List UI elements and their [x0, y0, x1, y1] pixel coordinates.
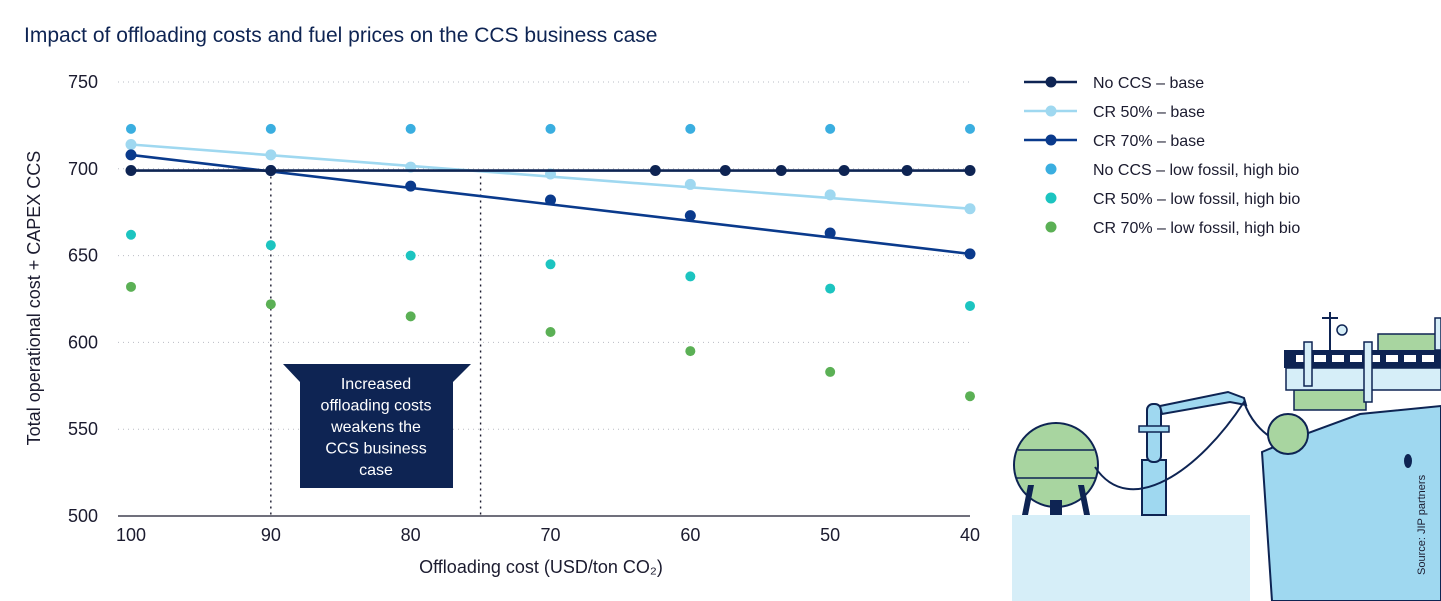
data-point	[684, 210, 696, 222]
data-point	[964, 203, 976, 215]
grid	[118, 81, 970, 430]
legend-item: No CCS – base	[1024, 75, 1204, 92]
y-tick-label: 650	[68, 246, 98, 266]
series	[125, 123, 976, 402]
data-point	[265, 149, 277, 161]
legend-label: CR 70% – base	[1093, 133, 1205, 150]
data-point	[685, 271, 696, 282]
legend-marker	[1045, 192, 1057, 204]
data-point	[964, 165, 976, 177]
x-tick-label: 60	[680, 525, 700, 545]
data-point	[825, 123, 836, 134]
legend-marker	[1045, 134, 1057, 146]
data-point	[405, 180, 417, 192]
data-point	[125, 165, 137, 177]
x-tick-label: 70	[540, 525, 560, 545]
data-point	[649, 165, 661, 177]
ship-bridge-windows	[1284, 350, 1441, 368]
legend-item: CR 50% – low fossil, high bio	[1045, 191, 1300, 208]
data-point	[265, 123, 276, 134]
legend-marker	[1045, 105, 1057, 117]
x-tick-label: 40	[960, 525, 980, 545]
series-6	[126, 281, 975, 402]
legend-item: CR 70% – base	[1024, 133, 1205, 150]
source-note: Source: JIP partners	[1416, 474, 1428, 575]
data-point	[126, 281, 136, 292]
data-point	[901, 165, 913, 177]
data-point	[964, 248, 976, 260]
data-point	[965, 123, 975, 134]
callout-text: Increased offloading costs weakens the CCS …	[321, 376, 432, 479]
hose	[1094, 399, 1273, 491]
data-point	[265, 240, 276, 251]
callout-line: case	[359, 462, 393, 479]
legend: No CCS – base CR 50% – base CR 70% – base N…	[1024, 75, 1300, 237]
data-point	[685, 346, 696, 357]
data-point	[265, 165, 277, 177]
legend-label: No CCS – low fossil, high bio	[1093, 162, 1299, 179]
x-tick-label: 100	[116, 525, 146, 545]
callout-line: Increased	[341, 376, 411, 393]
callout-line: offloading costs	[321, 398, 432, 415]
data-point	[405, 123, 416, 134]
data-point	[965, 300, 975, 311]
data-point	[126, 123, 136, 134]
data-point	[775, 165, 787, 177]
legend-label: CR 50% – base	[1093, 104, 1205, 121]
data-point	[126, 229, 136, 240]
chart-title: Impact of offloading costs and fuel pric…	[24, 24, 657, 47]
callout-annotation: Increased offloading costs weakens the CCS …	[283, 364, 471, 488]
x-axis-ticks: 100 90 80 70 60 50 40	[116, 525, 980, 545]
data-point	[719, 165, 731, 177]
legend-item: CR 70% – low fossil, high bio	[1045, 220, 1300, 237]
legend-marker	[1045, 76, 1057, 88]
legend-item: No CCS – low fossil, high bio	[1045, 162, 1299, 179]
x-tick-label: 50	[820, 525, 840, 545]
y-tick-label: 700	[68, 159, 98, 179]
legend-label: No CCS – base	[1093, 75, 1204, 92]
data-point	[545, 194, 556, 206]
data-point	[965, 391, 975, 402]
data-point	[125, 149, 137, 161]
legend-marker	[1045, 163, 1057, 175]
data-point	[825, 366, 836, 377]
y-tick-label: 600	[68, 332, 98, 352]
y-tick-label: 550	[68, 419, 98, 439]
ship-illustration	[1012, 312, 1441, 601]
callout-line: weakens the	[330, 419, 421, 436]
callout-box	[283, 364, 471, 488]
y-tick-label: 750	[68, 72, 98, 92]
y-axis-ticks: 500 550 600 650 700 750	[68, 72, 98, 526]
data-point	[825, 283, 836, 294]
data-point	[684, 178, 696, 190]
y-axis-label: Total operational cost + CAPEX CCS	[24, 151, 44, 446]
data-point	[405, 250, 416, 261]
legend-label: CR 70% – low fossil, high bio	[1093, 220, 1300, 237]
x-axis-label: Offloading cost (USD/ton CO₂)	[419, 557, 663, 577]
callout-line: CCS business	[325, 441, 426, 458]
legend-label: CR 50% – low fossil, high bio	[1093, 191, 1300, 208]
series-1	[125, 165, 976, 177]
legend-item: CR 50% – base	[1024, 104, 1205, 121]
data-point	[545, 326, 556, 337]
data-point	[824, 227, 836, 239]
data-point	[545, 123, 556, 134]
loading-arm	[1158, 390, 1248, 416]
data-point	[685, 123, 696, 134]
y-tick-label: 500	[68, 506, 98, 526]
data-point	[125, 138, 137, 150]
x-tick-label: 80	[401, 525, 421, 545]
series-3	[125, 149, 976, 260]
data-point	[824, 189, 836, 201]
series-5	[126, 229, 975, 311]
quay-block	[1012, 515, 1250, 601]
series-4	[126, 123, 975, 134]
legend-marker	[1045, 221, 1057, 233]
data-point	[405, 311, 416, 322]
x-tick-label: 90	[261, 525, 281, 545]
data-point	[838, 165, 850, 177]
data-point	[545, 259, 556, 270]
data-point	[265, 299, 276, 310]
